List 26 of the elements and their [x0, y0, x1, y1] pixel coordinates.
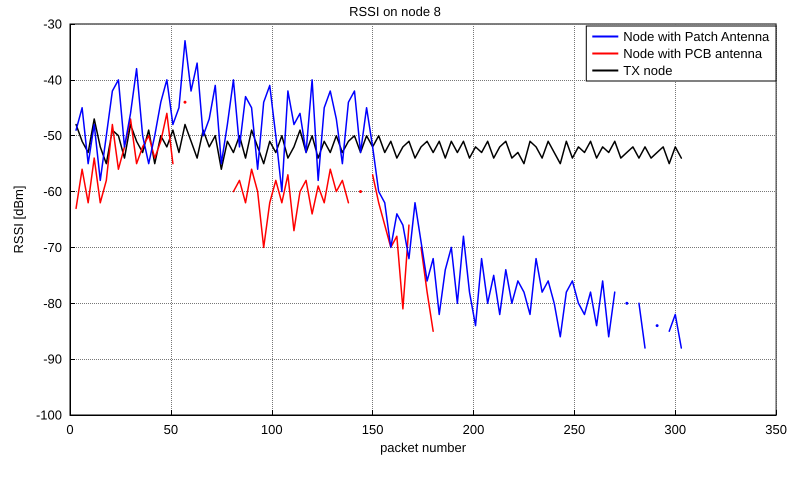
- legend-label: TX node: [623, 63, 672, 78]
- x-tick-label: 0: [66, 422, 74, 437]
- y-tick-label: -40: [43, 72, 62, 88]
- point: [359, 190, 362, 194]
- y-axis-title: RSSI [dBm]: [11, 186, 26, 254]
- y-tick-label: -80: [43, 296, 62, 311]
- y-tick-label: -70: [43, 240, 62, 255]
- x-tick-label: 350: [765, 422, 788, 437]
- x-axis-title: packet number: [380, 440, 467, 455]
- y-tick-label: -100: [36, 408, 62, 422]
- x-tick-label: 250: [564, 422, 586, 437]
- x-tick-label: 300: [664, 422, 686, 437]
- x-tick-label: 200: [462, 422, 484, 437]
- point: [184, 100, 186, 104]
- y-tick-label: -90: [43, 352, 62, 367]
- x-tick-label: 100: [260, 422, 283, 437]
- point: [656, 324, 659, 328]
- legend-label: Node with PCB antenna: [623, 46, 763, 61]
- x-tick-label: 150: [362, 422, 384, 437]
- line-series: [75, 118, 682, 170]
- chart-title: RSSI on node 8: [349, 4, 441, 19]
- y-tick-label: -30: [43, 16, 62, 32]
- legend-label: Node with Patch Antenna: [623, 29, 770, 44]
- y-tick-label: -60: [43, 184, 62, 200]
- x-tick-label: 50: [164, 422, 178, 437]
- y-tick-label: -50: [43, 128, 62, 144]
